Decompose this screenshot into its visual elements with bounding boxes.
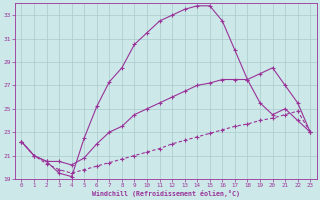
X-axis label: Windchill (Refroidissement éolien,°C): Windchill (Refroidissement éolien,°C): [92, 190, 240, 197]
